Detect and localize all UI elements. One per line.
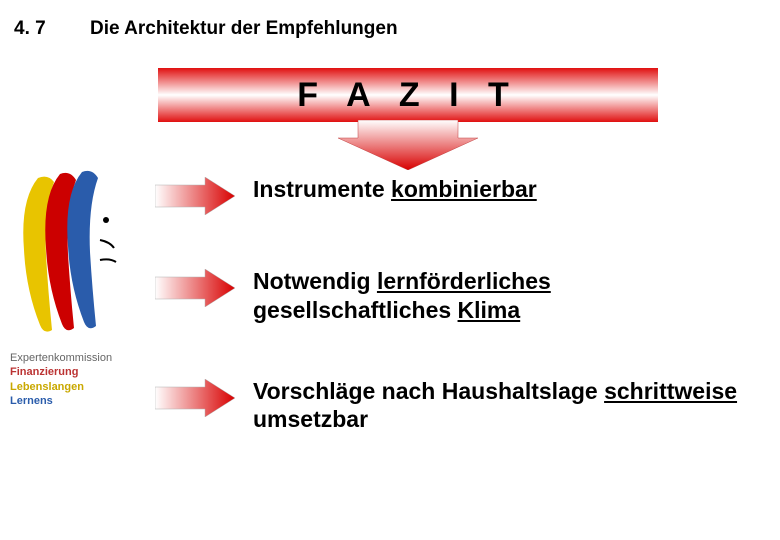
text-span: umsetzbar — [253, 406, 368, 432]
section-number: 4. 7 — [14, 18, 46, 40]
text-span: Vorschläge nach Haushaltslage — [253, 378, 604, 404]
bullet-list: Instrumente kombinierbar Notwendig lernf… — [155, 175, 745, 486]
section-title: Die Architektur der Empfehlungen — [90, 18, 398, 40]
text-span: Instrumente — [253, 176, 391, 202]
logo-caption-line: Lernens — [10, 394, 140, 408]
fazit-banner: F A Z I T — [158, 68, 658, 122]
arrow-right-icon — [155, 379, 235, 417]
text-underline: schrittweise — [604, 378, 737, 404]
bullet-row: Vorschläge nach Haushaltslage schrittwei… — [155, 377, 745, 435]
bullet-row: Notwendig lernförderliches gesellschaftl… — [155, 267, 745, 325]
bullet-text: Vorschläge nach Haushaltslage schrittwei… — [253, 377, 745, 435]
logo-caption: Expertenkommission Finanzierung Lebensla… — [10, 351, 140, 408]
arrow-right-icon — [155, 269, 235, 307]
arrow-right-icon — [155, 177, 235, 215]
logo-caption-line: Finanzierung — [10, 365, 140, 379]
bullet-text: Instrumente kombinierbar — [253, 175, 537, 204]
text-span: gesellschaftliches — [253, 297, 458, 323]
logo-graphic — [10, 160, 130, 340]
logo-caption-line: Expertenkommission — [10, 351, 140, 365]
logo-caption-line: Lebenslangen — [10, 380, 140, 394]
text-underline: kombinierbar — [391, 176, 537, 202]
text-underline: Klima — [458, 297, 521, 323]
fazit-down-arrow — [338, 120, 478, 170]
fazit-label: F A Z I T — [297, 76, 519, 115]
text-underline: lernförderliches — [377, 268, 551, 294]
logo: Expertenkommission Finanzierung Lebensla… — [10, 160, 140, 408]
bullet-row: Instrumente kombinierbar — [155, 175, 745, 215]
text-span: Notwendig — [253, 268, 377, 294]
bullet-text: Notwendig lernförderliches gesellschaftl… — [253, 267, 745, 325]
